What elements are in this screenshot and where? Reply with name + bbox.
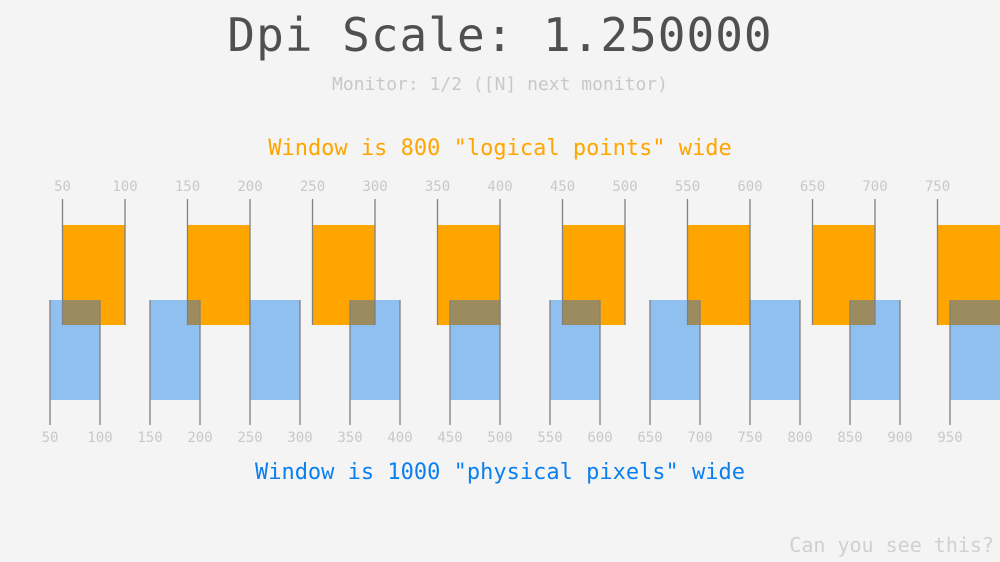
- physical-width-label: Window is 1000 "physical pixels" wide: [254, 460, 746, 485]
- physical-tick-label: 750: [737, 430, 762, 446]
- logical-tick-label: 400: [487, 179, 512, 195]
- logical-tick-label: 500: [612, 179, 637, 195]
- physical-tick-label: 800: [787, 430, 812, 446]
- logical-tick-label: 450: [550, 179, 575, 195]
- logical-tick-label: 350: [425, 179, 450, 195]
- dpi-scale-title: Dpi Scale: 1.250000: [227, 8, 773, 62]
- logical-tick-label: 550: [675, 179, 700, 195]
- physical-tick-label: 150: [137, 430, 162, 446]
- physical-tick-label: 200: [187, 430, 212, 446]
- logical-tick-label: 600: [737, 179, 762, 195]
- logical-tick-label: 50: [54, 179, 71, 195]
- physical-tick-label: 450: [437, 430, 462, 446]
- overlap-block: [62, 300, 100, 325]
- logical-tick-label: 100: [112, 179, 137, 195]
- physical-tick-label: 900: [887, 430, 912, 446]
- logical-tick-label: 700: [862, 179, 887, 195]
- physical-tick-label: 950: [937, 430, 962, 446]
- corner-hint: Can you see this?: [789, 533, 994, 557]
- overlap-block: [187, 300, 200, 325]
- overlap-block: [687, 300, 700, 325]
- overlap-block: [450, 300, 500, 325]
- physical-tick-label: 850: [837, 430, 862, 446]
- physical-tick-label: 600: [587, 430, 612, 446]
- logical-width-label: Window is 800 "logical points" wide: [268, 136, 732, 161]
- monitor-info: Monitor: 1/2 ([N] next monitor): [332, 74, 668, 95]
- logical-tick-label: 250: [300, 179, 325, 195]
- physical-tick-label: 400: [387, 430, 412, 446]
- logical-tick-label: 300: [362, 179, 387, 195]
- physical-tick-label: 250: [237, 430, 262, 446]
- physical-tick-label: 500: [487, 430, 512, 446]
- overlap-block: [950, 300, 1000, 325]
- physical-tick-label: 300: [287, 430, 312, 446]
- overlap-block: [562, 300, 600, 325]
- physical-tick-label: 700: [687, 430, 712, 446]
- overlap-block: [850, 300, 875, 325]
- physical-tick-label: 100: [87, 430, 112, 446]
- physical-tick-label: 550: [537, 430, 562, 446]
- logical-tick-label: 200: [237, 179, 262, 195]
- logical-tick-label: 150: [175, 179, 200, 195]
- physical-tick-label: 650: [637, 430, 662, 446]
- physical-block: [750, 300, 800, 400]
- physical-tick-label: 350: [337, 430, 362, 446]
- physical-block: [250, 300, 300, 400]
- logical-tick-label: 650: [800, 179, 825, 195]
- physical-tick-label: 50: [42, 430, 59, 446]
- overlap-block: [350, 300, 375, 325]
- logical-tick-label: 750: [925, 179, 950, 195]
